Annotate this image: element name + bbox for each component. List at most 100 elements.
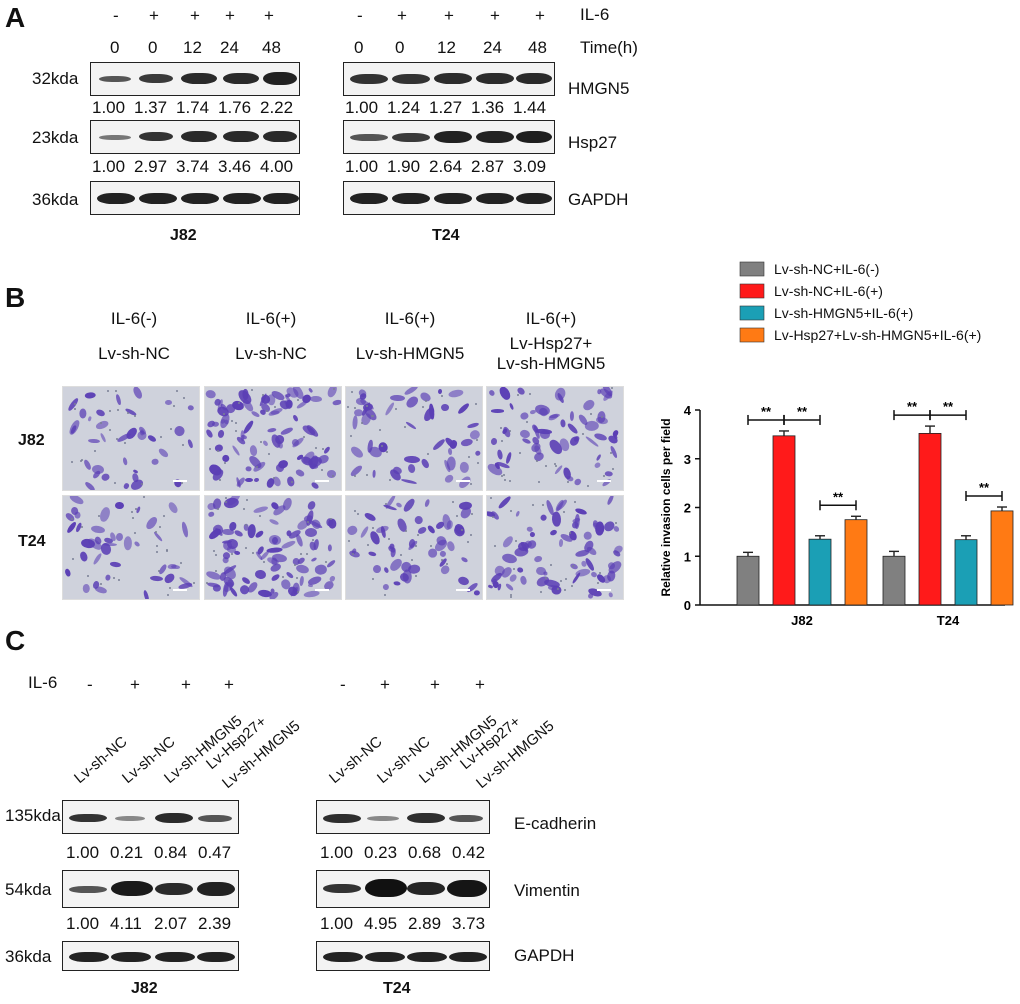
membrane-pore (113, 481, 116, 484)
cell-line-label: T24 (383, 980, 411, 997)
stained-cell (581, 398, 597, 413)
protein-label: Vimentin (514, 881, 580, 900)
membrane-pore (366, 473, 369, 476)
scale-bar (597, 589, 611, 591)
stained-cell (593, 461, 602, 470)
membrane-pore (159, 526, 162, 529)
membrane-pore (167, 593, 170, 596)
stained-cell (550, 584, 562, 596)
stained-cell (389, 546, 396, 558)
membrane-pore (324, 561, 327, 564)
membrane-pore (223, 412, 226, 415)
membrane-pore (357, 512, 360, 515)
membrane-pore (116, 437, 119, 440)
cell-line-label: J82 (131, 980, 158, 997)
row-label: J82 (18, 432, 45, 449)
stained-cell (412, 514, 425, 526)
stained-cell (390, 394, 405, 402)
legend-swatch (739, 261, 765, 277)
micrograph (204, 495, 342, 600)
membrane-pore (400, 553, 403, 556)
stained-cell (326, 470, 337, 479)
panel-b-label: B (5, 282, 26, 313)
membrane-pore (542, 504, 544, 507)
stained-cell (381, 583, 390, 591)
stained-cell (214, 444, 224, 453)
membrane-pore (176, 389, 179, 392)
stained-cell (372, 564, 381, 574)
quant-value: 2.64 (429, 157, 463, 176)
stained-cell (426, 523, 436, 534)
stained-cell (496, 449, 504, 461)
membrane-pore (489, 496, 492, 499)
quant-value: 0.42 (452, 843, 486, 862)
blot-t24-hsp27 (343, 120, 555, 154)
membrane-pore (491, 516, 494, 519)
time-value: 24 (483, 38, 502, 57)
membrane-pore (421, 405, 424, 408)
significance-label: ** (979, 480, 990, 495)
stained-cell (133, 540, 141, 548)
stained-cell (231, 444, 241, 457)
stained-cell (348, 549, 361, 559)
quant-value: 1.00 (92, 98, 126, 117)
membrane-pore (424, 400, 427, 403)
membrane-pore (346, 406, 349, 409)
membrane-pore (322, 447, 325, 450)
membrane-pore (166, 550, 169, 553)
membrane-pore (206, 582, 208, 585)
membrane-pore (113, 577, 116, 580)
membrane-pore (550, 564, 553, 567)
membrane-pore (154, 531, 157, 534)
stained-cell (99, 432, 107, 443)
x-category-label: J82 (791, 613, 813, 628)
membrane-pore (266, 409, 269, 412)
membrane-pore (244, 546, 247, 549)
membrane-pore (333, 387, 336, 390)
il6-sign: + (444, 6, 454, 25)
membrane-pore (445, 563, 448, 566)
stained-cell (165, 400, 172, 406)
stained-cell (295, 533, 305, 548)
stained-cell (92, 551, 103, 565)
stained-cell (559, 419, 566, 429)
membrane-pore (108, 428, 111, 431)
stained-cell (123, 482, 130, 490)
stained-cell (473, 589, 480, 596)
membrane-pore (469, 534, 472, 537)
il6-sign: + (490, 6, 500, 25)
stained-cell (383, 401, 396, 417)
stained-cell (423, 498, 431, 508)
time-value: 0 (354, 38, 364, 57)
stained-cell (569, 562, 580, 571)
membrane-pore (441, 395, 444, 398)
stained-cell (406, 463, 416, 474)
stained-cell (180, 521, 189, 539)
micrograph (204, 386, 342, 491)
stained-cell (445, 540, 456, 553)
stained-cell (78, 408, 87, 419)
stained-cell (442, 472, 456, 485)
stained-cell (233, 528, 244, 538)
col-header-il6: IL-6(+) (525, 309, 577, 328)
quant-value: 2.22 (260, 98, 294, 117)
blot-t24-ecad (316, 800, 490, 834)
bar (918, 432, 942, 606)
stained-cell (205, 389, 217, 399)
membrane-pore (315, 447, 318, 450)
il6-label: IL-6 (580, 5, 610, 24)
stained-cell (226, 537, 240, 550)
membrane-pore (213, 549, 216, 552)
membrane-pore (557, 588, 560, 591)
membrane-pore (230, 553, 233, 556)
il6-sign: - (357, 6, 363, 25)
stained-cell (447, 388, 465, 399)
il6-sign: + (475, 675, 485, 694)
stained-cell (529, 531, 536, 538)
membrane-pore (273, 405, 276, 408)
quant-value: 0.23 (364, 843, 398, 862)
membrane-pore (385, 450, 388, 453)
legend-swatch (739, 305, 765, 321)
membrane-pore (118, 578, 121, 581)
membrane-pore (384, 502, 387, 505)
